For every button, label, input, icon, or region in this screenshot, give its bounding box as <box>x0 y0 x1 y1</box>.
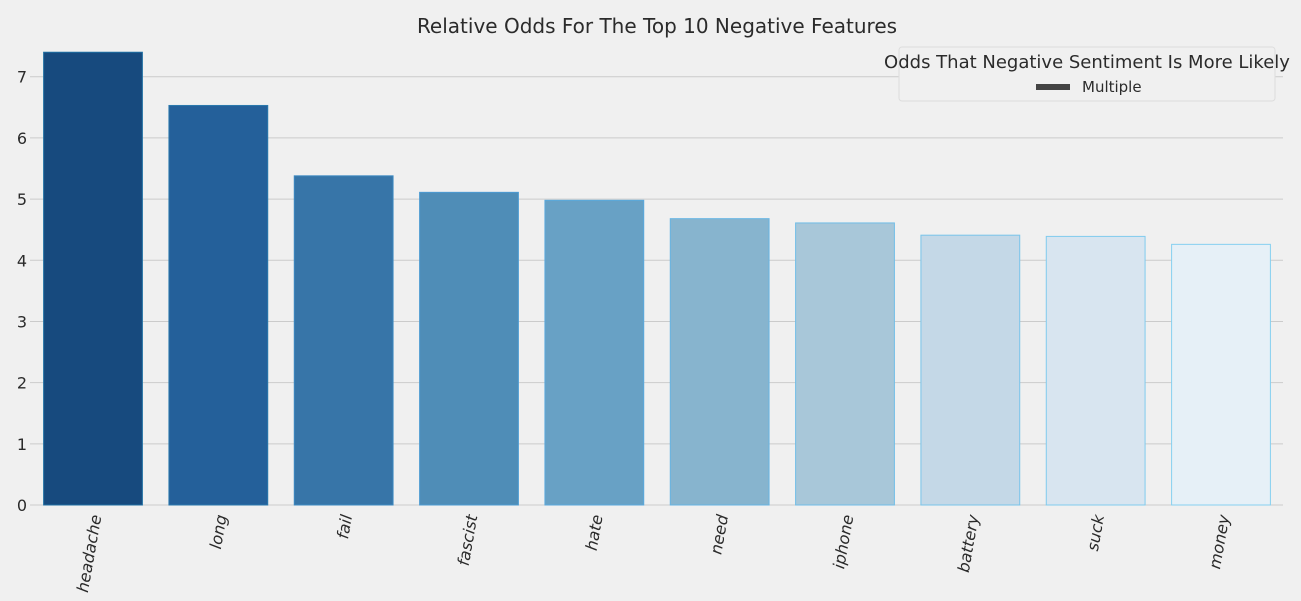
bar-need <box>669 218 770 506</box>
bar-headache <box>43 51 143 506</box>
legend-swatch <box>1036 84 1070 90</box>
y-tick-label: 4 <box>17 251 27 270</box>
y-tick-label: 6 <box>17 129 27 148</box>
legend-title: Odds That Negative Sentiment Is More Lik… <box>884 52 1290 73</box>
bar-suck <box>1045 235 1146 506</box>
chart-title: Relative Odds For The Top 10 Negative Fe… <box>417 14 897 38</box>
bar-fail <box>293 175 394 506</box>
y-tick-label: 3 <box>17 312 27 331</box>
bar-hate <box>544 199 645 506</box>
legend-label-multiple: Multiple <box>1082 78 1142 96</box>
y-tick-label: 1 <box>17 435 27 454</box>
bar-long <box>168 104 269 506</box>
y-tick-label: 2 <box>17 374 27 393</box>
y-tick-label: 5 <box>17 190 27 209</box>
bar-fascist <box>419 191 519 506</box>
bar-money <box>1171 243 1271 506</box>
y-axis-ticks: 0 1 2 3 4 5 6 7 <box>17 68 27 515</box>
x-tick-label-fail: fail <box>333 513 356 541</box>
legend-box <box>898 46 1276 102</box>
y-tick-label: 0 <box>17 496 27 515</box>
legend: Odds That Negative Sentiment Is More Lik… <box>884 46 1290 102</box>
bar-iphone <box>795 222 895 506</box>
bar-battery <box>920 234 1021 506</box>
bars <box>43 51 1271 506</box>
y-tick-label: 7 <box>17 68 27 87</box>
